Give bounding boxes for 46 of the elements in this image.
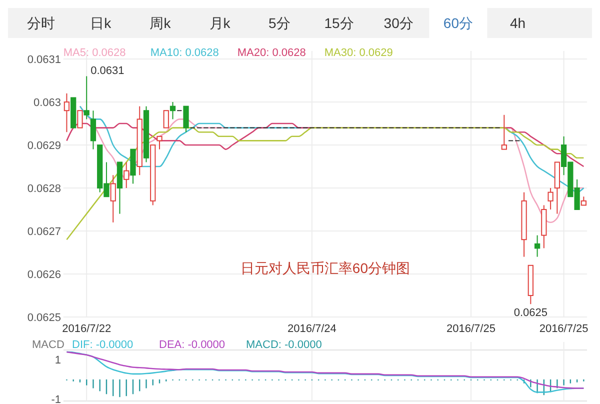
series-label: DIF: -0.0000 — [72, 338, 134, 351]
candlestick — [77, 110, 83, 128]
text: 5分 — [268, 14, 290, 31]
candlestick — [110, 174, 116, 223]
text: 60分 — [443, 14, 473, 31]
text: 周k — [150, 14, 172, 31]
text: MA20: 0.0628 — [237, 46, 306, 59]
candlestick — [170, 102, 176, 120]
candlestick — [548, 188, 554, 210]
y-tick-label: 0.0627 — [27, 226, 61, 238]
text: 30分 — [384, 14, 414, 31]
candlestick — [84, 76, 90, 120]
candlestick — [90, 110, 96, 150]
text: 日k — [90, 14, 112, 31]
x-tick-label: 2016/7/25 — [446, 323, 496, 335]
text: 15分 — [324, 14, 354, 31]
candlestick — [501, 114, 507, 150]
y-tick-label: 0.063 — [33, 96, 61, 109]
y-tick-label: 0.0631 — [27, 54, 61, 66]
text: MACD: -0.0000 — [246, 338, 322, 351]
x-tick-label: 2016/7/25 — [539, 323, 588, 335]
candlestick — [64, 92, 70, 133]
y-tick-label: 0.0626 — [27, 268, 61, 281]
annotation: 0.0625 — [514, 306, 548, 319]
candlestick — [163, 110, 169, 128]
text: MA5: 0.0628 — [63, 46, 126, 59]
candlestick — [124, 162, 130, 188]
text: 分时 — [27, 14, 55, 31]
y-tick-label: 0.0629 — [27, 140, 61, 152]
chart-title: MACD — [32, 338, 64, 351]
y-tick-label: -1 — [51, 394, 61, 404]
y-tick-label: 1 — [54, 354, 61, 367]
candlestick — [534, 234, 540, 258]
text: 4h — [510, 14, 526, 31]
candlestick — [156, 136, 162, 150]
text: MA10: 0.0628 — [150, 46, 219, 59]
text: 日元对人民币汇率60分钟图 — [240, 260, 410, 276]
text: MA30: 0.0629 — [324, 46, 393, 59]
series-label: DEA: -0.0000 — [159, 338, 226, 351]
x-tick-label: 2016/7/24 — [287, 323, 336, 335]
text: 月k — [209, 14, 232, 31]
candlestick — [183, 106, 189, 133]
y-tick-label: 0.0625 — [27, 312, 61, 324]
annotation: 0.0631 — [90, 65, 124, 78]
y-tick-label: 0.0628 — [27, 182, 61, 195]
x-tick-label: 2016/7/22 — [62, 323, 112, 335]
